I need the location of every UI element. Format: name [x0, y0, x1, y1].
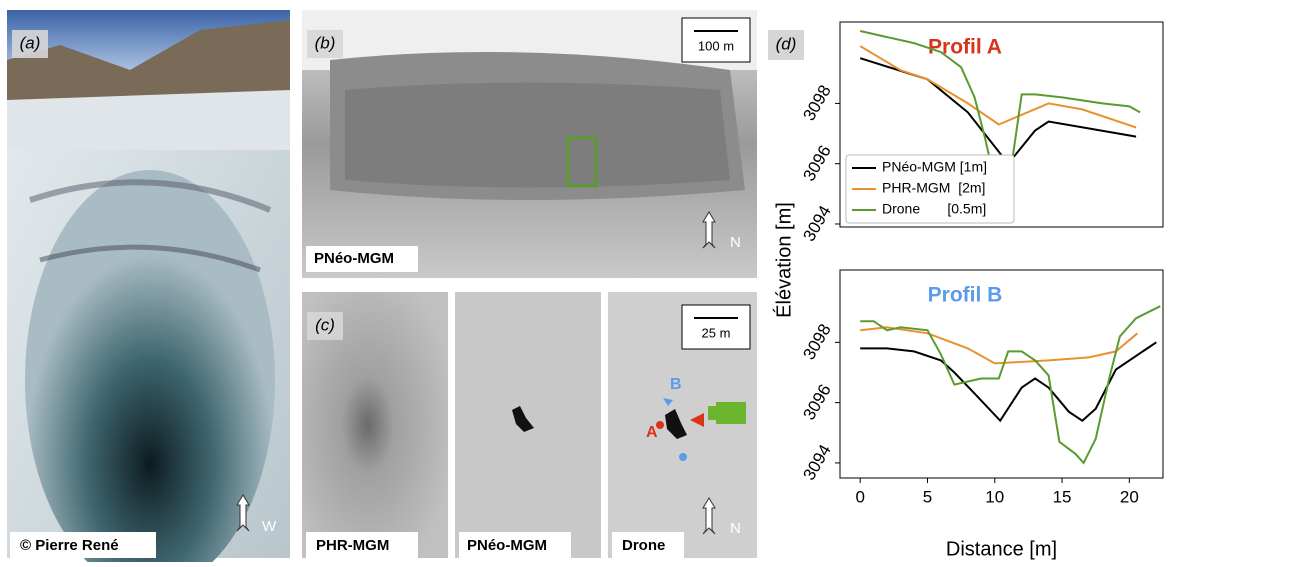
panel-label: (d)	[776, 34, 797, 53]
x-tick-label: 20	[1120, 487, 1139, 506]
tile-label: PHR-MGM	[316, 537, 389, 554]
orientation-label: W	[262, 518, 277, 535]
y-tick-label: 3098	[799, 82, 834, 124]
legend-label: PNéo-MGM [1m]	[882, 159, 987, 175]
tile-label: PNéo-MGM	[467, 537, 547, 554]
source-label: PNéo-MGM	[314, 250, 394, 267]
x-tick-label: 5	[923, 487, 932, 506]
y-tick-label: 3098	[799, 321, 834, 363]
panel-label: (b)	[315, 33, 336, 52]
line-series	[860, 58, 1136, 164]
x-tick-label: 0	[855, 487, 864, 506]
scale-label: 25 m	[702, 325, 731, 340]
x-tick-label: 15	[1053, 487, 1072, 506]
photo-panel: (a) © Pierre René W	[7, 10, 290, 562]
orientation-label: N	[730, 520, 741, 537]
chart-title: Profil A	[928, 36, 1002, 59]
legend-label: PHR-MGM [2m]	[882, 180, 985, 196]
panel-label: (c)	[315, 315, 335, 334]
y-tick-label: 3096	[799, 142, 834, 184]
y-tick-label: 3094	[799, 202, 834, 244]
line-series	[860, 327, 1137, 363]
tile-label: Drone	[622, 537, 665, 554]
point-label: A	[646, 424, 658, 441]
chart-title: Profil B	[928, 284, 1003, 307]
x-axis-label: Distance [m]	[946, 538, 1057, 560]
point-label: B	[670, 376, 682, 393]
y-tick-label: 3096	[799, 381, 834, 423]
figure: (a) © Pierre René W (b) 100 m PNéo-MGM N…	[0, 0, 1295, 562]
orientation-label: N	[730, 234, 741, 251]
map-panel: (b) 100 m PNéo-MGM N	[302, 10, 757, 278]
zoom-panels: A B (c) 25 m PHR-MGM PNéo-MGM Drone N	[302, 292, 757, 558]
panel-label: (a)	[20, 33, 41, 52]
scale-label: 100 m	[698, 38, 734, 53]
y-tick-label: 3094	[799, 441, 834, 483]
photo-credit: © Pierre René	[20, 537, 119, 554]
x-tick-label: 10	[985, 487, 1004, 506]
y-axis-label: Élévation [m]	[772, 202, 795, 318]
legend-label: Drone [0.5m]	[882, 201, 986, 217]
